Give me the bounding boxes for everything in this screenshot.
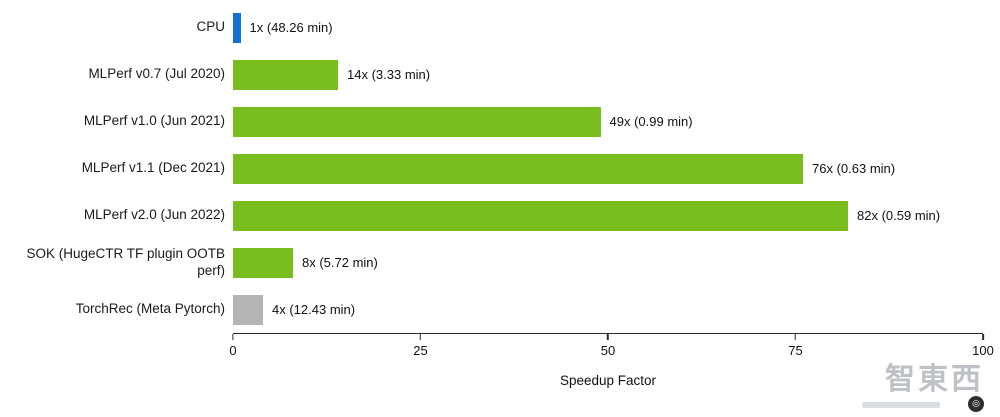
category-label: MLPerf v1.1 (Dec 2021) [81,160,225,176]
bar-row: SOK (HugeCTR TF plugin OOTB perf) 8x (5.7… [0,239,1000,286]
bar-track: 76x (0.63 min) [233,145,983,192]
bar-row: MLPerf v0.7 (Jul 2020) 14x (3.33 min) [0,51,1000,98]
tick-mark [982,334,984,340]
bar-row: MLPerf v1.0 (Jun 2021) 49x (0.99 min) [0,98,1000,145]
x-axis-tick: 50 [601,334,615,358]
speedup-bar-chart: CPU 1x (48.26 min) MLPerf v0.7 (Jul 2020) 1… [0,4,1000,388]
x-axis-tick: 25 [413,334,428,358]
bar [233,153,803,184]
tick-label: 25 [413,343,428,358]
bar-track: 4x (12.43 min) [233,286,983,333]
bar-track: 1x (48.26 min) [233,4,983,51]
category-label: TorchRec (Meta Pytorch) [75,301,225,317]
tick-mark [794,334,797,340]
bar [233,59,338,90]
x-axis: 0 25 50 75 100 [229,333,994,359]
tick-mark [419,334,422,340]
tick-mark [232,334,234,340]
value-label: 14x (3.33 min) [347,67,431,82]
value-label: 8x (5.72 min) [302,255,378,270]
watermark-subtext-bar [862,402,940,409]
category-label: CPU [196,19,225,35]
bar-row: TorchRec (Meta Pytorch) 4x (12.43 min) [0,286,1000,333]
watermark-logo-icon: ◎ [968,395,984,412]
bar [233,12,241,43]
x-axis-tick: 0 [229,334,237,358]
category-label: SOK (HugeCTR TF plugin OOTB perf) [26,245,225,278]
bar-track: 49x (0.99 min) [233,98,983,145]
bar-row: MLPerf v1.1 (Dec 2021) 76x (0.63 min) [0,145,1000,192]
bar [233,247,293,278]
bar [233,200,848,231]
value-label: 76x (0.63 min) [812,161,896,176]
tick-mark [607,334,609,340]
category-label: MLPerf v1.0 (Jun 2021) [83,113,225,129]
bar-row: CPU 1x (48.26 min) [0,4,1000,51]
x-axis-title: Speedup Factor [559,373,657,388]
tick-label: 75 [788,343,803,358]
tick-label: 0 [229,343,237,358]
bar-track: 82x (0.59 min) [233,192,983,239]
x-axis-tick: 100 [972,334,994,358]
tick-label: 50 [600,343,616,358]
x-axis-tick: 75 [788,334,803,358]
value-label: 49x (0.99 min) [609,114,693,129]
value-label: 82x (0.59 min) [857,208,941,223]
value-label: 1x (48.26 min) [249,20,333,35]
value-label: 4x (12.43 min) [272,302,356,317]
bar-track: 8x (5.72 min) [233,239,983,286]
category-label: MLPerf v0.7 (Jul 2020) [88,66,225,82]
watermark-footer: ◎ [862,395,984,413]
category-label: MLPerf v2.0 (Jun 2022) [83,207,225,223]
bar-row: MLPerf v2.0 (Jun 2022) 82x (0.59 min) [0,192,1000,239]
bar [233,294,263,325]
bar [233,106,601,137]
tick-label: 100 [972,343,994,358]
chart-rows: CPU 1x (48.26 min) MLPerf v0.7 (Jul 2020) 1… [0,4,1000,333]
bar-track: 14x (3.33 min) [233,51,983,98]
